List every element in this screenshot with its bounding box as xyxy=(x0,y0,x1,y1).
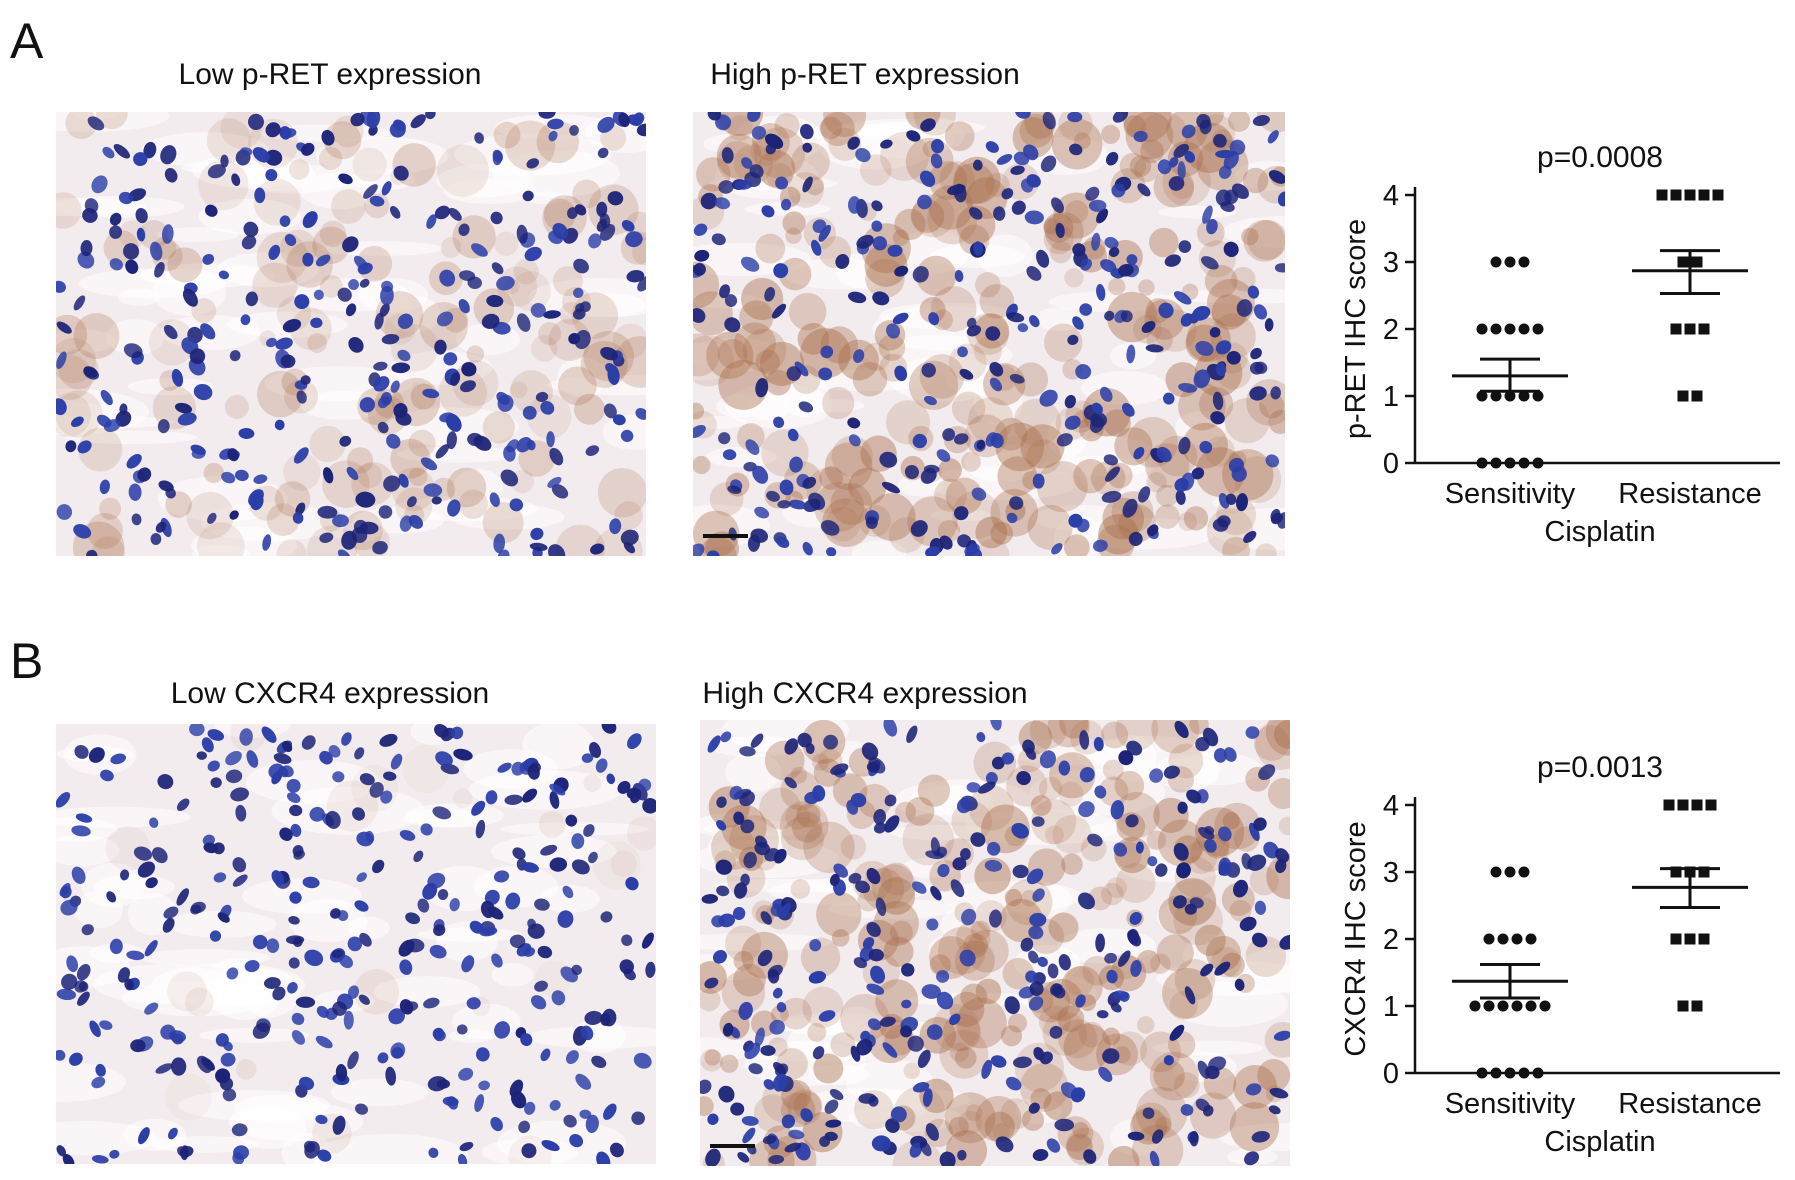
data-point xyxy=(1532,390,1544,402)
micrograph-canvas xyxy=(693,112,1285,556)
data-point xyxy=(1698,933,1710,945)
data-point xyxy=(1483,1000,1495,1012)
y-tick-label: 3 xyxy=(1383,857,1399,889)
data-point xyxy=(1490,866,1502,878)
data-point xyxy=(1677,799,1689,811)
chart-title: p=0.0008 xyxy=(1537,141,1663,174)
chart-canvas: p=0.0013 0 1 2 3 4 CXCR4 IHC score Sensitivity R… xyxy=(1340,751,1780,1158)
micrograph-low-cxcr4 xyxy=(56,724,656,1164)
data-point xyxy=(1684,189,1696,201)
data-point xyxy=(1504,866,1516,878)
micrograph-canvas xyxy=(56,724,656,1164)
y-axis-label: CXCR4 IHC score xyxy=(1340,821,1372,1056)
data-point xyxy=(1698,866,1710,878)
image-title-high-pret: High p-RET expression xyxy=(710,58,1020,91)
x-category-label: Sensitivity xyxy=(1445,478,1576,510)
data-point xyxy=(1511,1000,1523,1012)
data-point xyxy=(1677,390,1689,402)
data-point xyxy=(1497,933,1509,945)
data-point xyxy=(1490,256,1502,268)
data-point xyxy=(1483,933,1495,945)
data-point xyxy=(1705,799,1717,811)
y-tick-label: 3 xyxy=(1383,247,1399,279)
x-category-label: Resistance xyxy=(1618,478,1761,510)
data-point xyxy=(1504,390,1516,402)
y-tick-label: 2 xyxy=(1383,314,1399,346)
x-category-label: Resistance xyxy=(1618,1088,1761,1120)
micrograph-canvas xyxy=(700,720,1290,1166)
data-point xyxy=(1698,189,1710,201)
data-point xyxy=(1670,933,1682,945)
y-tick-label: 0 xyxy=(1383,448,1399,480)
data-point xyxy=(1670,189,1682,201)
image-title-high-cxcr4: High CXCR4 expression xyxy=(702,677,1028,710)
data-point xyxy=(1684,933,1696,945)
panel-letter-a: A xyxy=(10,13,44,69)
data-point xyxy=(1677,1000,1689,1012)
data-point xyxy=(1698,323,1710,335)
data-point xyxy=(1532,323,1544,335)
micrograph-high-cxcr4 xyxy=(700,720,1290,1166)
data-point xyxy=(1712,189,1724,201)
data-point xyxy=(1691,256,1703,268)
data-point xyxy=(1469,1000,1481,1012)
x-axis-label: Cisplatin xyxy=(1544,1126,1655,1158)
data-point xyxy=(1518,323,1530,335)
data-point xyxy=(1525,933,1537,945)
data-point xyxy=(1518,390,1530,402)
data-point xyxy=(1490,1067,1502,1079)
data-point xyxy=(1684,323,1696,335)
data-point xyxy=(1490,457,1502,469)
micrograph-low-pret xyxy=(56,112,646,556)
data-point xyxy=(1518,1067,1530,1079)
data-point xyxy=(1476,390,1488,402)
data-point xyxy=(1504,323,1516,335)
data-point xyxy=(1504,1067,1516,1079)
data-point xyxy=(1518,256,1530,268)
chart-canvas: p=0.0008 0 1 2 3 4 p-RET IHC score Sensitivity R… xyxy=(1340,141,1780,548)
y-axis-label: p-RET IHC score xyxy=(1340,219,1372,439)
data-point xyxy=(1656,189,1668,201)
y-tick-label: 0 xyxy=(1383,1058,1399,1090)
y-tick-label: 1 xyxy=(1383,991,1399,1023)
y-tick-label: 2 xyxy=(1383,924,1399,956)
scatter-chart-pret: p=0.0008 0 1 2 3 4 p-RET IHC score Sensitivity R… xyxy=(1325,125,1795,555)
data-point xyxy=(1691,799,1703,811)
data-point xyxy=(1532,1067,1544,1079)
data-point xyxy=(1490,390,1502,402)
data-point xyxy=(1691,1000,1703,1012)
data-point xyxy=(1511,933,1523,945)
data-point xyxy=(1490,323,1502,335)
data-point xyxy=(1518,866,1530,878)
data-point xyxy=(1532,457,1544,469)
x-category-label: Sensitivity xyxy=(1445,1088,1576,1120)
data-point xyxy=(1497,1000,1509,1012)
y-tick-label: 1 xyxy=(1383,381,1399,413)
data-point xyxy=(1677,256,1689,268)
data-point xyxy=(1691,390,1703,402)
data-point xyxy=(1518,457,1530,469)
micrograph-canvas xyxy=(56,112,646,556)
image-title-low-pret: Low p-RET expression xyxy=(178,58,482,91)
data-point xyxy=(1504,457,1516,469)
data-point xyxy=(1663,799,1675,811)
scatter-chart-cxcr4: p=0.0013 0 1 2 3 4 CXCR4 IHC score Sensitivity R… xyxy=(1325,735,1795,1175)
data-point xyxy=(1476,1067,1488,1079)
data-point xyxy=(1670,866,1682,878)
chart-title: p=0.0013 xyxy=(1537,751,1663,784)
image-title-low-cxcr4: Low CXCR4 expression xyxy=(170,677,490,710)
data-point xyxy=(1525,1000,1537,1012)
y-tick-label: 4 xyxy=(1383,790,1399,822)
data-point xyxy=(1476,457,1488,469)
y-tick-label: 4 xyxy=(1383,180,1399,212)
data-point xyxy=(1670,323,1682,335)
x-axis-label: Cisplatin xyxy=(1544,516,1655,548)
micrograph-high-pret xyxy=(693,112,1285,556)
data-point xyxy=(1476,323,1488,335)
data-point xyxy=(1504,256,1516,268)
panel-letter-b: B xyxy=(10,633,44,689)
data-point xyxy=(1539,1000,1551,1012)
